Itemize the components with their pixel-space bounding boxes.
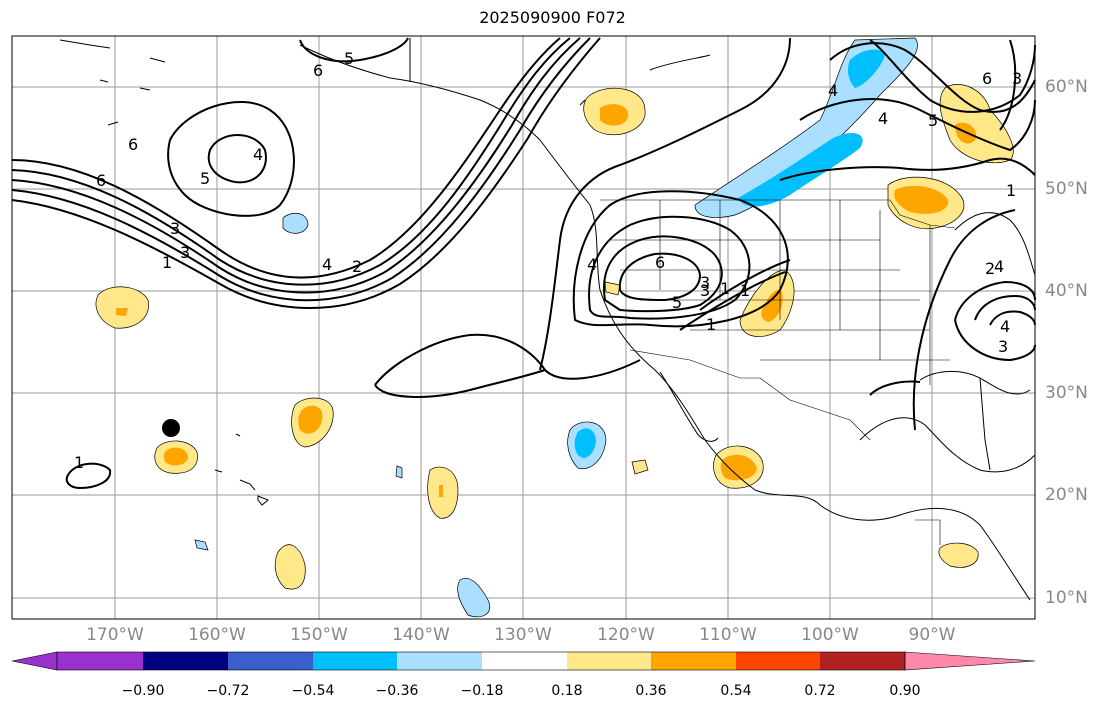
- contour-label: 1: [720, 279, 730, 298]
- contour-label: 5: [344, 49, 354, 68]
- colorbar: [11, 651, 1036, 671]
- colorbar-extend-low: [11, 651, 58, 671]
- lon-label: 120°W: [597, 625, 655, 645]
- contour-label: 6: [313, 61, 323, 80]
- map-title: 2025090900 F072: [479, 8, 626, 27]
- contour-label: 3: [998, 337, 1008, 356]
- contour-label: 1: [74, 453, 84, 472]
- contour-label: 6: [655, 253, 665, 272]
- storm-position-marker: [162, 419, 180, 437]
- lon-label: 130°W: [494, 625, 552, 645]
- colorbar-swatch: [482, 652, 567, 670]
- contour-label: 3: [180, 243, 190, 262]
- lon-label: 160°W: [188, 625, 246, 645]
- colorbar-swatch: [567, 652, 651, 670]
- colorbar-extend-high: [904, 651, 1036, 671]
- contour-label: 4: [253, 145, 263, 164]
- contour-label: 3: [1012, 69, 1022, 88]
- contour-label: 5: [200, 169, 210, 188]
- contour-label: 6: [128, 135, 138, 154]
- contour-label: 3: [700, 281, 710, 300]
- lat-label: 40°N: [1045, 281, 1088, 301]
- lat-label: 60°N: [1045, 77, 1088, 97]
- contour-label: 6: [96, 171, 106, 190]
- lon-label: 110°W: [699, 625, 757, 645]
- contour-label: 1: [740, 281, 750, 300]
- lon-label: 170°W: [86, 625, 144, 645]
- contour-label-group: 5 6 6 4 5 6 3 3 1 4 2 4 6 3 5 1 3 1 4 6 …: [74, 49, 1022, 472]
- contour-label: 1: [706, 315, 716, 334]
- contour-label: 1: [162, 253, 172, 272]
- map-frame: [11, 35, 1036, 620]
- lat-label: 20°N: [1045, 485, 1088, 505]
- colorbar-tick: 0.18: [551, 683, 583, 699]
- lon-label: 100°W: [801, 625, 859, 645]
- coastlines: [299, 38, 1036, 601]
- colorbar-tick: −0.72: [206, 683, 250, 699]
- lat-label: 50°N: [1045, 179, 1088, 199]
- lat-label: 30°N: [1045, 383, 1088, 403]
- contour-label: 3: [700, 273, 710, 292]
- contour-label: 6: [982, 69, 992, 88]
- contour-label: 5: [672, 293, 682, 312]
- islands: [59, 39, 269, 506]
- colorbar-swatch: [397, 652, 482, 670]
- colorbar-tick: 0.90: [889, 683, 921, 699]
- colorbar-tick: −0.90: [121, 683, 165, 699]
- contour-label: 4: [1000, 317, 1010, 336]
- colorbar-tick: 0.36: [635, 683, 667, 699]
- lat-label: 10°N: [1045, 588, 1088, 608]
- colorbar-tick: −0.54: [291, 683, 335, 699]
- colorbar-swatch: [57, 652, 143, 670]
- lon-label: 140°W: [392, 625, 450, 645]
- colorbar-swatch: [143, 652, 228, 670]
- contour-label: 4: [828, 81, 838, 100]
- colorbar-tick: −0.18: [460, 683, 504, 699]
- colorbar-swatch: [228, 652, 313, 670]
- colorbar-swatch: [651, 652, 736, 670]
- contour-label: 3: [170, 219, 180, 238]
- contour-label: 4: [587, 255, 597, 274]
- colorbar-tick: 0.72: [804, 683, 836, 699]
- lon-label: 90°W: [908, 625, 956, 645]
- colorbar-swatch: [736, 652, 820, 670]
- positive-anomaly-shading: [95, 84, 1014, 590]
- colorbar-tick: 0.54: [720, 683, 752, 699]
- contour-label: 4: [878, 109, 888, 128]
- contour-label: 5: [928, 111, 938, 130]
- contour-label: 4: [322, 255, 332, 274]
- contour-label: 2: [352, 257, 362, 276]
- contour-label: 1: [1006, 181, 1016, 200]
- colorbar-swatch: [313, 652, 397, 670]
- lon-label: 150°W: [290, 625, 348, 645]
- contour-label: 4: [994, 257, 1004, 276]
- colorbar-tick: −0.36: [375, 683, 419, 699]
- contour-lines: [11, 37, 1036, 490]
- colorbar-swatch: [820, 652, 905, 670]
- political-borders: [600, 199, 956, 545]
- contour-label: 2: [985, 259, 995, 278]
- negative-anomaly-shading: [194, 37, 918, 618]
